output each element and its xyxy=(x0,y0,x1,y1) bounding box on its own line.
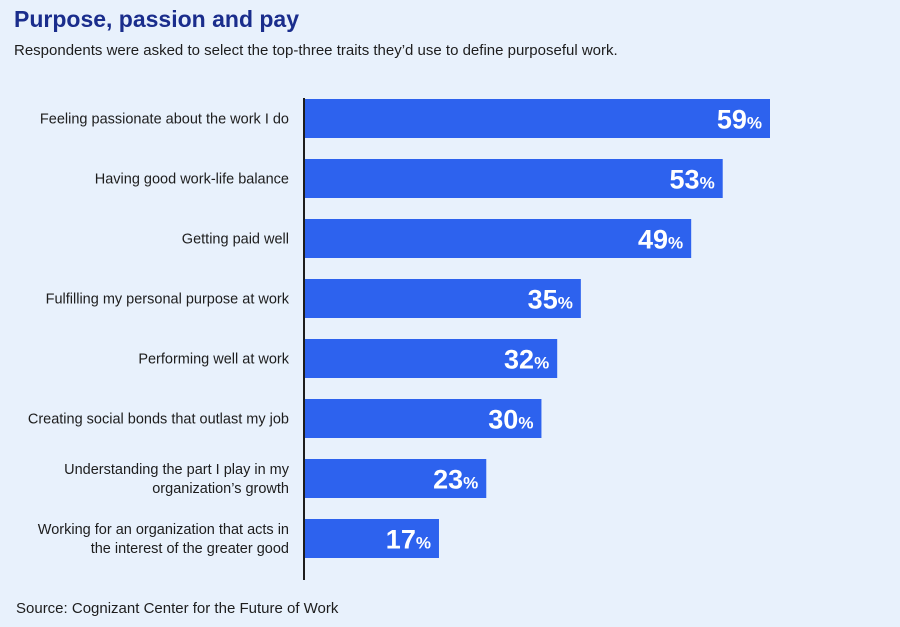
chart-title: Purpose, passion and pay xyxy=(14,6,300,32)
data-label: 53% xyxy=(670,165,715,195)
bar xyxy=(305,159,723,198)
category-label: Feeling passionate about the work I do xyxy=(40,112,289,128)
category-label: Getting paid well xyxy=(182,232,289,248)
category-label: Creating social bonds that outlast my jo… xyxy=(28,412,289,428)
bar xyxy=(305,99,770,138)
category-label: Having good work-life balance xyxy=(95,172,289,188)
source-note: Source: Cognizant Center for the Future … xyxy=(16,600,339,617)
category-label: Working for an organization that acts in… xyxy=(38,522,289,557)
data-label: 23% xyxy=(433,465,478,495)
category-label: Understanding the part I play in my organ… xyxy=(64,462,290,497)
bar xyxy=(305,519,439,558)
bar xyxy=(305,279,581,318)
category-label: Performing well at work xyxy=(138,352,289,368)
bars-group: 59% Feeling passionate about the work I d… xyxy=(28,99,770,558)
data-label: 49% xyxy=(638,225,683,255)
bar xyxy=(305,399,542,438)
data-label: 30% xyxy=(488,405,533,435)
data-label: 17% xyxy=(386,525,431,555)
bar xyxy=(305,339,558,378)
data-label: 59% xyxy=(717,105,762,135)
data-label: 35% xyxy=(528,285,573,315)
chart-subtitle: Respondents were asked to select the top… xyxy=(14,42,618,59)
category-label: Fulfilling my personal purpose at work xyxy=(46,292,290,308)
data-label: 32% xyxy=(504,345,549,375)
bar xyxy=(305,219,692,258)
bar xyxy=(305,459,487,498)
